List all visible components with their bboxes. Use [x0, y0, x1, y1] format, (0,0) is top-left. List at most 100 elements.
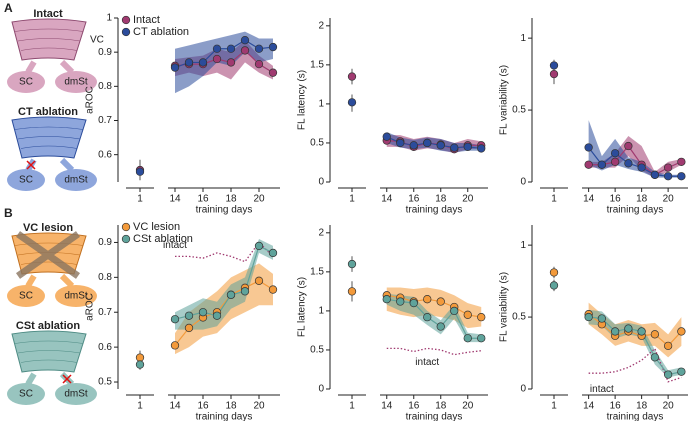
point [436, 297, 445, 306]
y-tick-label: 0.5 [310, 345, 324, 356]
cortex [11, 18, 87, 61]
x-tick-label: 16 [408, 401, 420, 412]
band [386, 293, 482, 343]
point [549, 61, 559, 70]
point [226, 58, 236, 67]
point [549, 281, 559, 290]
x-axis-label: training days [607, 412, 664, 421]
point [212, 44, 222, 53]
target [7, 71, 45, 93]
point [650, 330, 660, 339]
target [7, 285, 45, 307]
y-axis-label: FL latency (s) [297, 70, 308, 130]
target-label: dmSt [64, 291, 88, 302]
layer [14, 28, 84, 32]
y-tick-label: 1 [318, 306, 324, 317]
point [184, 58, 194, 67]
legend-label: VC lesion [133, 221, 180, 233]
point [254, 44, 264, 53]
point [423, 295, 432, 304]
point [584, 312, 593, 322]
point [268, 42, 278, 52]
legend-marker [121, 27, 131, 37]
cortex [11, 330, 87, 373]
band [175, 31, 273, 94]
reference-line [386, 347, 482, 356]
ablation-mark [62, 374, 72, 384]
arrow [59, 59, 75, 75]
legend-marker [121, 15, 131, 25]
point [226, 44, 236, 53]
point [637, 327, 646, 336]
point [268, 68, 278, 77]
point [463, 310, 472, 319]
x-tick-label: 18 [225, 194, 237, 205]
y-axis-label: FL variability (s) [499, 272, 510, 342]
y-tick-label: 0.9 [98, 47, 112, 58]
point [677, 157, 686, 167]
x-tick-label: 18 [225, 401, 237, 412]
point [409, 298, 418, 308]
point [423, 313, 432, 322]
point [212, 54, 222, 64]
point [347, 287, 357, 296]
y-tick-label: 0 [520, 177, 526, 188]
x-tick-label: 18 [636, 401, 648, 412]
y-tick-label: 0.6 [98, 149, 112, 160]
target [7, 169, 45, 191]
point [463, 142, 472, 152]
point [663, 370, 673, 379]
point [597, 314, 607, 323]
y-tick-label: 1 [318, 99, 324, 110]
point [549, 268, 559, 277]
x-axis-label: training days [406, 205, 463, 216]
point [135, 167, 145, 176]
point [382, 132, 391, 141]
cortex [11, 116, 87, 159]
point [170, 63, 180, 72]
point [624, 324, 633, 333]
x-tick-label: 16 [610, 194, 622, 205]
layer [20, 145, 78, 149]
layer [20, 359, 78, 363]
y-tick-label: 0.5 [310, 138, 324, 149]
y-tick-label: 0.8 [98, 272, 112, 283]
x-tick-label: 20 [253, 401, 265, 412]
x-tick-label: 1 [349, 401, 355, 412]
diagram-title: CSt ablation [16, 320, 80, 332]
reference-label: intact [415, 357, 439, 368]
point [477, 334, 486, 343]
legend-marker [121, 234, 131, 244]
target-label: SC [19, 77, 33, 88]
point [663, 163, 673, 172]
target [55, 285, 97, 307]
target-label: dmSt [64, 389, 88, 400]
point [650, 170, 660, 179]
target [7, 383, 45, 405]
y-tick-label: 0.6 [98, 342, 112, 353]
y-tick-label: 1 [520, 33, 526, 44]
point [347, 259, 357, 269]
y-tick-label: 2 [318, 227, 324, 238]
layer [20, 261, 78, 265]
x-axis-label: training days [196, 412, 253, 421]
layer [20, 47, 78, 51]
point [663, 341, 673, 350]
point [347, 72, 357, 81]
x-tick-label: 1 [137, 401, 143, 412]
point [254, 241, 264, 251]
point [212, 311, 222, 320]
x-tick-label: 1 [551, 194, 557, 205]
x-tick-label: 14 [381, 401, 393, 412]
point [198, 58, 208, 67]
y-tick-label: 1.5 [310, 59, 324, 70]
y-tick-label: 0 [318, 177, 324, 188]
y-tick-label: 0.5 [98, 377, 112, 388]
point [549, 69, 559, 79]
point [436, 141, 445, 150]
point [240, 287, 250, 296]
point [610, 157, 620, 167]
x-tick-label: 14 [381, 194, 393, 205]
point [584, 160, 593, 169]
